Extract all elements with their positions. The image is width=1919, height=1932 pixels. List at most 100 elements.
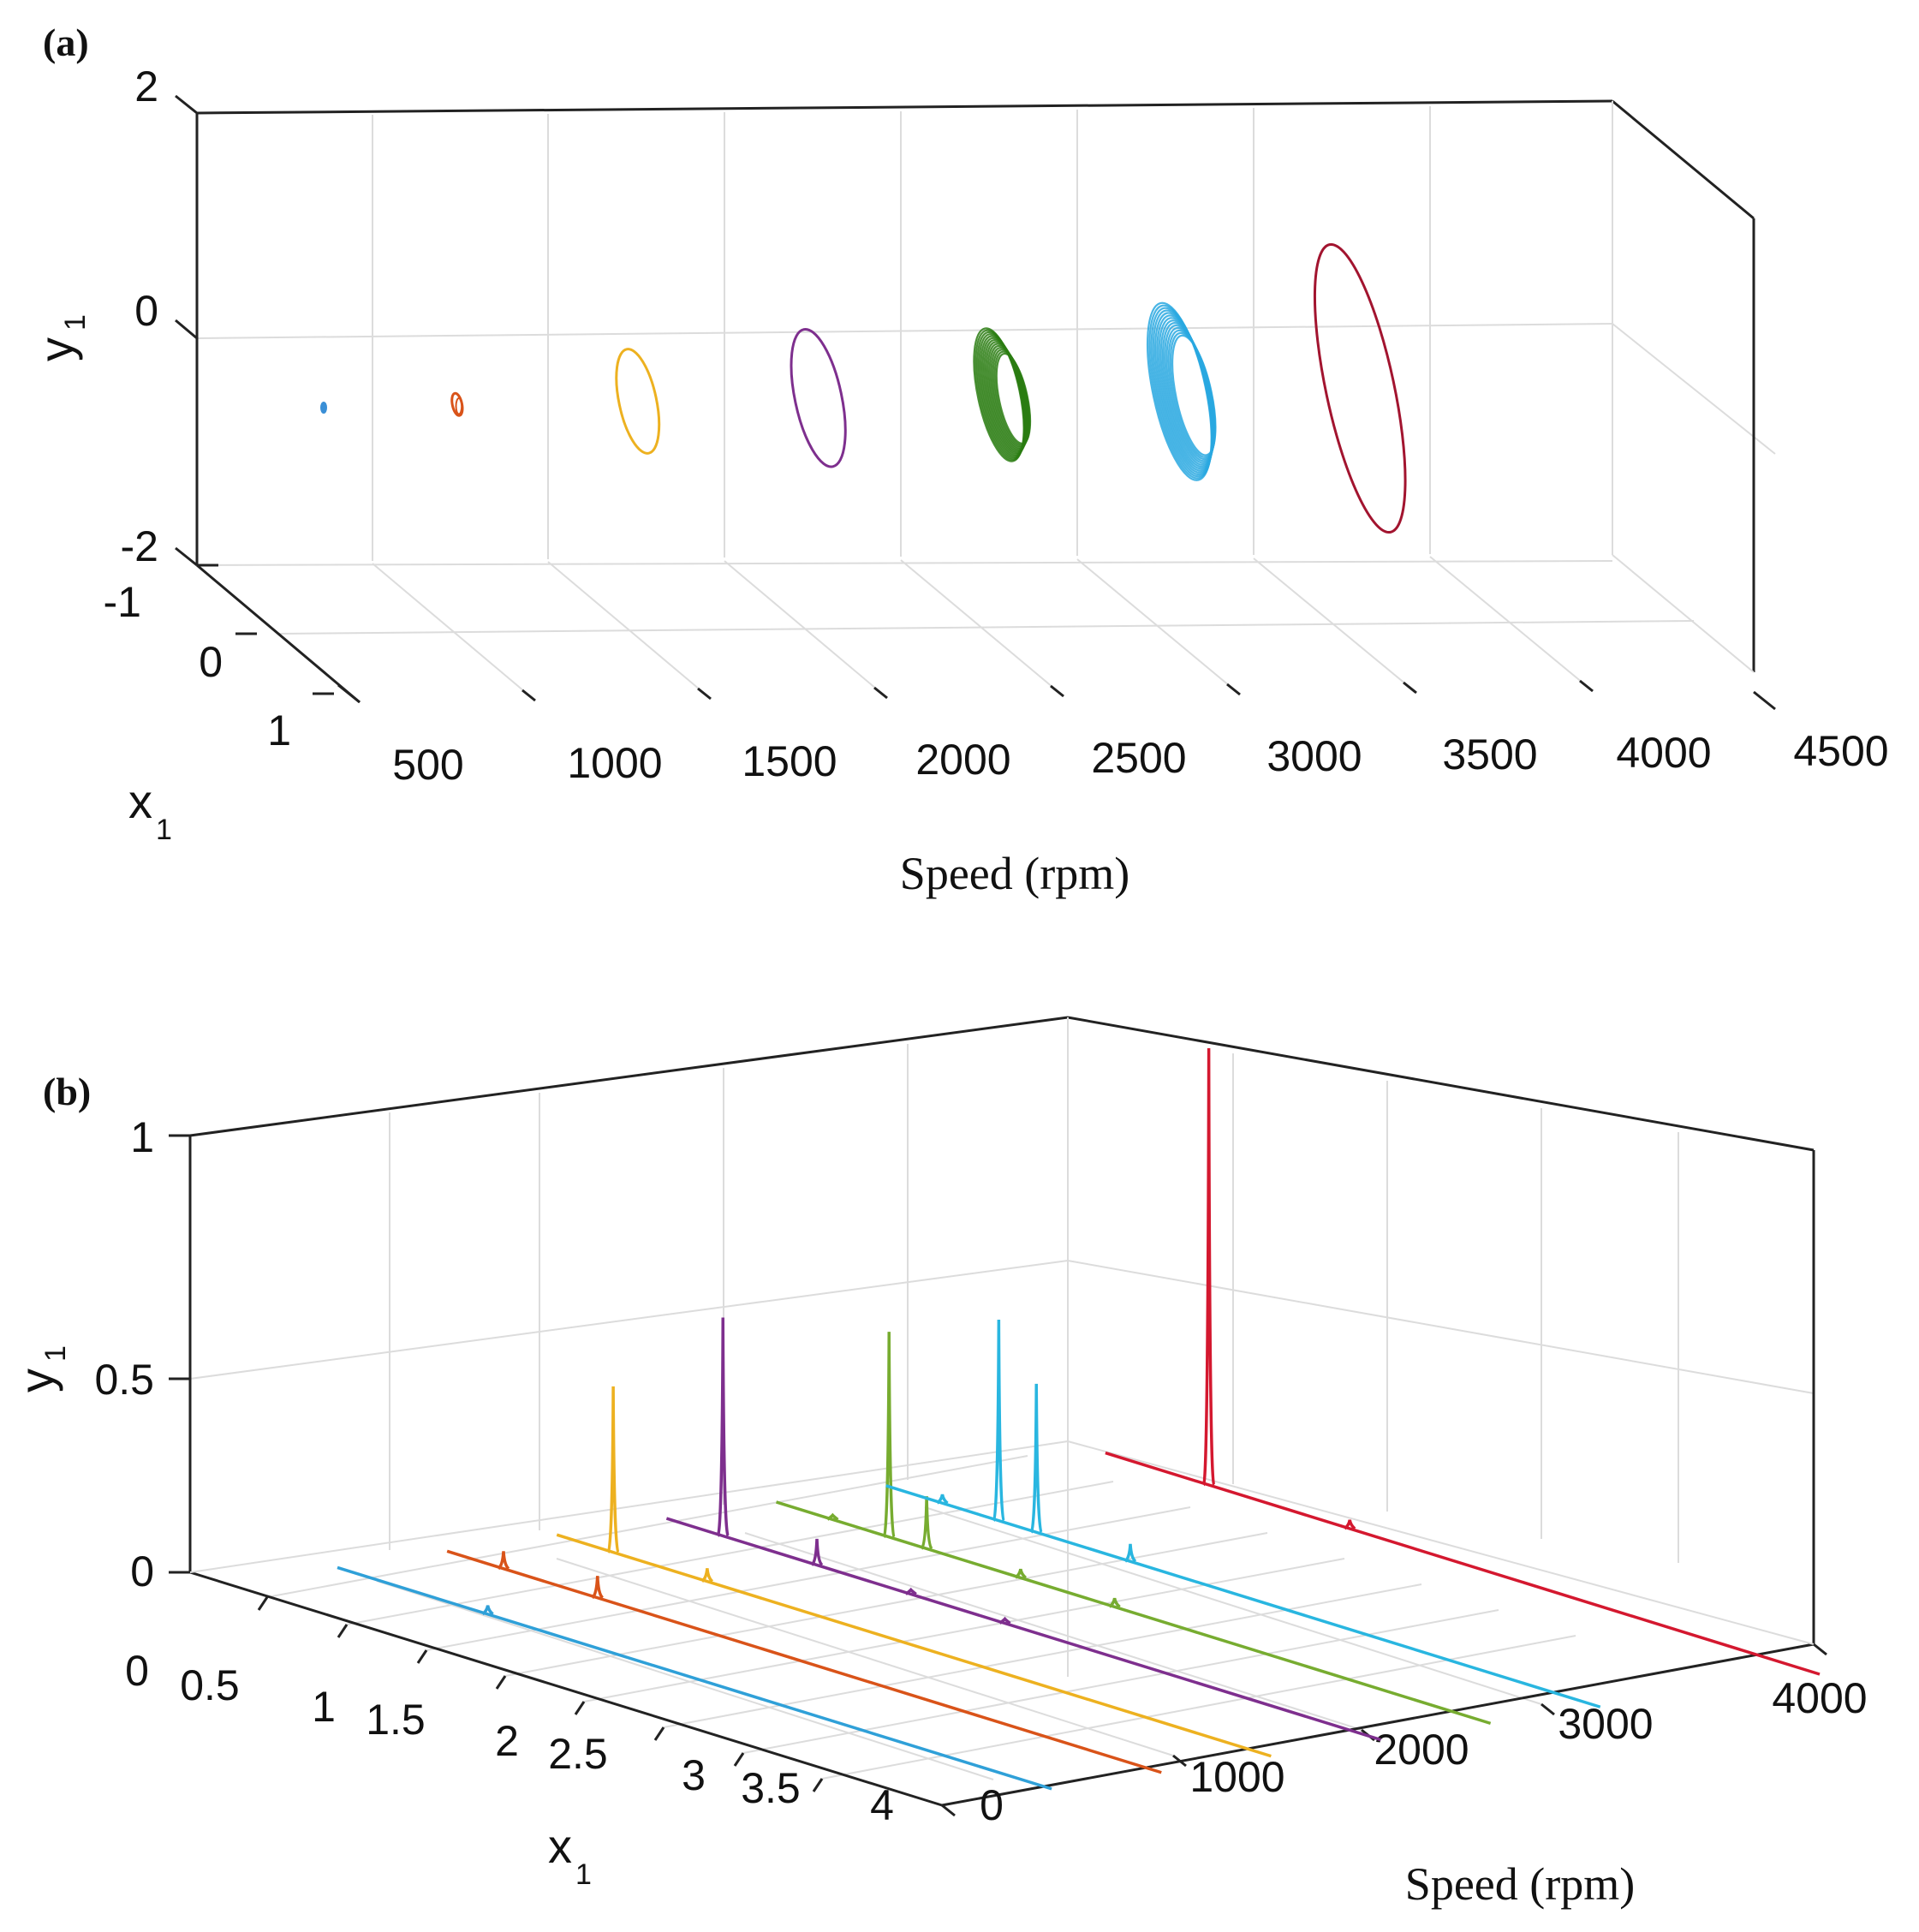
b-trace-peak bbox=[1344, 1519, 1356, 1530]
b-trace-baseline bbox=[1105, 1451, 1821, 1676]
b-y1-axis-label: y 1 bbox=[9, 1345, 72, 1392]
b-trace-peak bbox=[998, 1616, 1011, 1625]
b-trace-peak bbox=[1014, 1568, 1028, 1579]
a-orbit-series bbox=[790, 327, 847, 468]
a-x1-tick-label: 1 bbox=[267, 707, 291, 754]
a-speed-tick-label: 3500 bbox=[1442, 730, 1537, 778]
a-speed-tick-label: 2000 bbox=[915, 736, 1010, 784]
b-trace-baseline bbox=[885, 1484, 1601, 1708]
b-trace-peak bbox=[826, 1512, 839, 1521]
panel-a-tickmarks bbox=[175, 94, 1776, 711]
panel-b-label: (b) bbox=[43, 1070, 91, 1113]
b-waterfall-series bbox=[556, 1386, 1272, 1758]
a-x1-axis-label: x 1 bbox=[128, 774, 172, 846]
b-trace-baseline bbox=[337, 1565, 1052, 1791]
b-trace-peak bbox=[1123, 1543, 1137, 1563]
b-trace-peak bbox=[497, 1551, 510, 1571]
b-trace-peak bbox=[591, 1576, 605, 1600]
panel-b-grid bbox=[189, 1044, 1815, 1780]
b-x1-tick-label: 0 bbox=[125, 1647, 149, 1695]
a-speed-tick-label: 500 bbox=[392, 741, 463, 789]
b-x1-tick-label: 1 bbox=[312, 1683, 336, 1731]
a-x1-axis-subscript: 1 bbox=[156, 814, 172, 846]
a-x1-axis-symbol: x bbox=[128, 774, 152, 828]
b-trace-baseline bbox=[665, 1517, 1382, 1742]
a-orbit-series bbox=[615, 348, 661, 455]
panel-a-box bbox=[195, 99, 1755, 704]
a-orbit-series bbox=[1146, 301, 1217, 481]
b-trace-peak bbox=[882, 1332, 896, 1539]
panel-a: (a) bbox=[29, 21, 1889, 899]
panel-a-grid bbox=[196, 106, 1776, 703]
a-speed-axis-label: Speed (rpm) bbox=[900, 848, 1129, 899]
a-speed-tick-label: 4000 bbox=[1616, 729, 1711, 777]
b-x1-tick-label: 1.5 bbox=[366, 1696, 426, 1744]
a-orbit-mark bbox=[1171, 334, 1217, 456]
a-orbit-series bbox=[320, 402, 327, 414]
b-trace-peak bbox=[1108, 1597, 1121, 1608]
a-orbit-series-group bbox=[320, 242, 1407, 534]
b-x1-tick-label: 2 bbox=[495, 1717, 519, 1765]
b-waterfall-series bbox=[885, 1320, 1601, 1708]
a-orbit-mark bbox=[615, 348, 661, 455]
b-x1-tick-label: 3.5 bbox=[741, 1764, 801, 1812]
a-x1-tick-label: 0 bbox=[199, 638, 223, 686]
b-y1-tick-label: 0 bbox=[130, 1547, 154, 1595]
b-x1-axis-symbol: x bbox=[548, 1819, 572, 1873]
b-speed-tick-label: 0 bbox=[980, 1781, 1004, 1829]
b-x1-ticks: 0 0.5 1 1.5 2 2.5 3 3.5 4 bbox=[125, 1647, 894, 1829]
b-y1-axis-symbol: y bbox=[9, 1368, 63, 1392]
a-y1-tick-label: 2 bbox=[134, 63, 158, 110]
b-x1-tick-label: 2.5 bbox=[548, 1730, 608, 1778]
b-trace-peak bbox=[1029, 1383, 1043, 1534]
a-orbit-series bbox=[450, 391, 464, 417]
b-trace-baseline bbox=[446, 1549, 1162, 1774]
a-orbit-mark bbox=[995, 352, 1032, 444]
b-waterfall-series bbox=[446, 1549, 1162, 1774]
a-orbit-mark bbox=[1313, 242, 1407, 534]
b-x1-tick-label: 0.5 bbox=[180, 1661, 240, 1709]
b-speed-ticks: 0 1000 2000 3000 4000 bbox=[980, 1674, 1868, 1829]
b-trace-peak bbox=[992, 1320, 1005, 1523]
b-speed-tick-label: 4000 bbox=[1772, 1674, 1867, 1722]
a-speed-tick-label: 4500 bbox=[1793, 727, 1888, 775]
a-y1-axis-label: y 1 bbox=[29, 314, 92, 361]
a-x1-tick-label: -1 bbox=[104, 578, 141, 626]
a-orbit-mark bbox=[320, 402, 327, 414]
b-speed-tick-label: 1000 bbox=[1189, 1753, 1284, 1801]
b-trace-peak bbox=[810, 1538, 824, 1566]
a-speed-tick-label: 1000 bbox=[567, 739, 662, 787]
b-y1-tick-label: 0.5 bbox=[94, 1356, 154, 1404]
b-trace-peak bbox=[716, 1317, 730, 1537]
b-waterfall-series bbox=[665, 1317, 1382, 1742]
b-x1-tick-label: 3 bbox=[682, 1751, 706, 1799]
b-trace-peak bbox=[904, 1587, 917, 1595]
a-speed-tick-label: 3000 bbox=[1266, 732, 1362, 780]
a-orbit-mark bbox=[790, 327, 847, 468]
a-y1-axis-subscript: 1 bbox=[59, 314, 92, 331]
a-y1-tick-label: 0 bbox=[134, 287, 158, 335]
b-trace-peak bbox=[936, 1494, 949, 1505]
panel-b: (b) bbox=[9, 1016, 1868, 1910]
b-trace-baseline bbox=[776, 1500, 1492, 1726]
b-trace-peak bbox=[700, 1568, 714, 1583]
b-speed-tick-label: 3000 bbox=[1558, 1700, 1653, 1748]
b-waterfall-series bbox=[1105, 1047, 1821, 1676]
panel-b-box bbox=[188, 1016, 1815, 1807]
b-x1-axis-label: x 1 bbox=[548, 1819, 592, 1891]
b-trace-peak bbox=[606, 1386, 620, 1553]
b-speed-axis-label: Speed (rpm) bbox=[1405, 1858, 1635, 1910]
b-trace-peak bbox=[1201, 1047, 1216, 1487]
b-speed-tick-label: 2000 bbox=[1374, 1726, 1469, 1774]
b-trace-peak bbox=[481, 1605, 494, 1616]
a-orbit-mark bbox=[455, 397, 463, 415]
b-waterfall-series-group bbox=[337, 1047, 1821, 1791]
a-orbit-series bbox=[973, 327, 1032, 462]
a-speed-tick-label: 1500 bbox=[742, 737, 837, 785]
a-speed-ticks: 500 1000 1500 2000 2500 3000 3500 4000 4… bbox=[392, 727, 1888, 789]
panel-a-label: (a) bbox=[43, 21, 89, 64]
b-y1-axis-subscript: 1 bbox=[39, 1345, 72, 1362]
a-y1-axis-symbol: y bbox=[29, 337, 83, 361]
b-waterfall-series bbox=[337, 1565, 1052, 1791]
